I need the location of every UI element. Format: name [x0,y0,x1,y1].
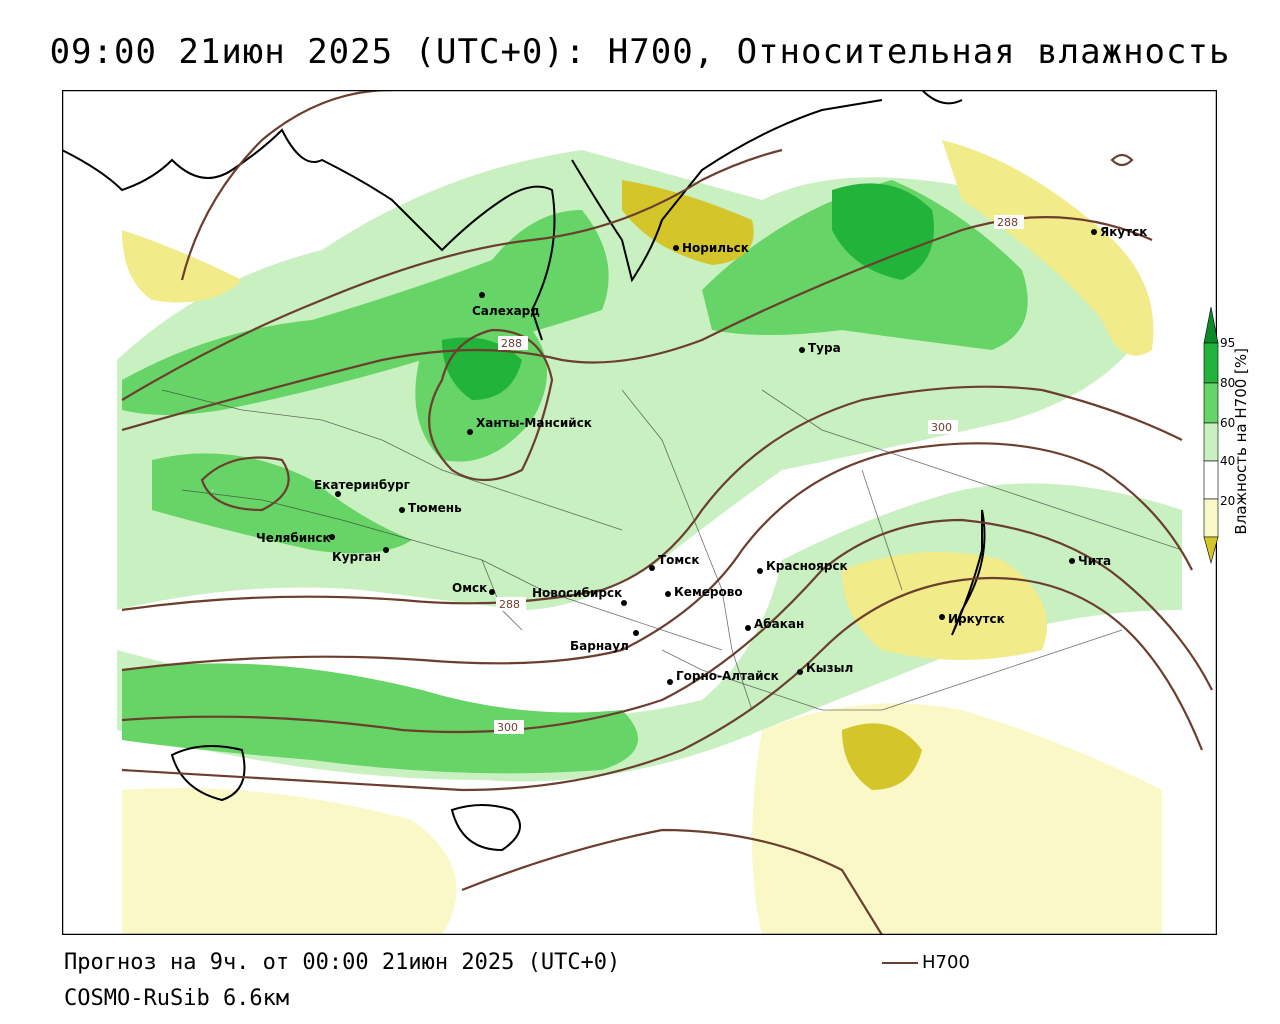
city-label: Томск [658,553,700,567]
humidity-map: 288 300 288 288 300 300 Норильск Якутск … [62,90,1217,935]
city-label: Челябинск [256,531,331,545]
isohypse-label: 300 [931,421,952,434]
humidity-field [117,140,1182,935]
city-label: Барнаул [570,639,629,653]
city-label: Кызыл [806,661,853,675]
legend-tick: 60 [1220,416,1235,430]
isohypse-label: 288 [499,598,520,611]
isohypse-label: 288 [997,216,1018,229]
city-label: Якутск [1100,225,1147,239]
legend-tick: 95 [1220,336,1235,350]
map-title: 09:00 21июн 2025 (UTC+0): H700, Относите… [49,32,1231,72]
humidity-colorbar: 95 80 60 40 20 [1203,306,1235,565]
city-label: Иркутск [948,612,1005,626]
city-label: Екатеринбург [314,478,410,492]
forecast-line: Прогноз на 9ч. от 00:00 21июн 2025 (UTC+… [64,950,621,975]
isohypse-labels: 288 300 288 288 300 300 [212,215,1024,734]
legend-title: Влажность на H700 [%] [1232,348,1250,535]
city-label: Курган [332,550,381,564]
isohypse-label: 300 [497,721,518,734]
city-label: Чита [1078,554,1111,568]
city-label: Салехард [472,304,540,318]
isohypse-key: H700 [882,952,970,973]
city-label: Новосибирск [532,586,622,600]
city-label: Горно-Алтайск [676,669,779,683]
cities: Норильск Якутск Салехард Тура Ханты-Манс… [256,225,1147,685]
admin-boundaries [161,389,1183,711]
isohypses [121,90,1213,935]
city-label: Тура [808,341,841,355]
city-label: Ханты-Мансийск [476,416,592,430]
legend-tick: 80 [1220,376,1235,390]
city-label: Тюмень [408,501,462,515]
city-label: Красноярск [766,559,848,573]
isohypse-key-line [882,962,918,964]
city-label: Омск [452,581,487,595]
coastlines [62,90,986,852]
city-label: Норильск [682,241,749,255]
legend-tick: 40 [1220,454,1235,468]
city-label: Абакан [754,617,804,631]
city-label: Кемерово [674,585,743,599]
model-line: COSMO-RuSib 6.6км [64,986,290,1011]
legend-tick: 20 [1220,494,1235,508]
isohypse-key-label: H700 [922,952,970,973]
isohypse-label: 288 [501,337,522,350]
